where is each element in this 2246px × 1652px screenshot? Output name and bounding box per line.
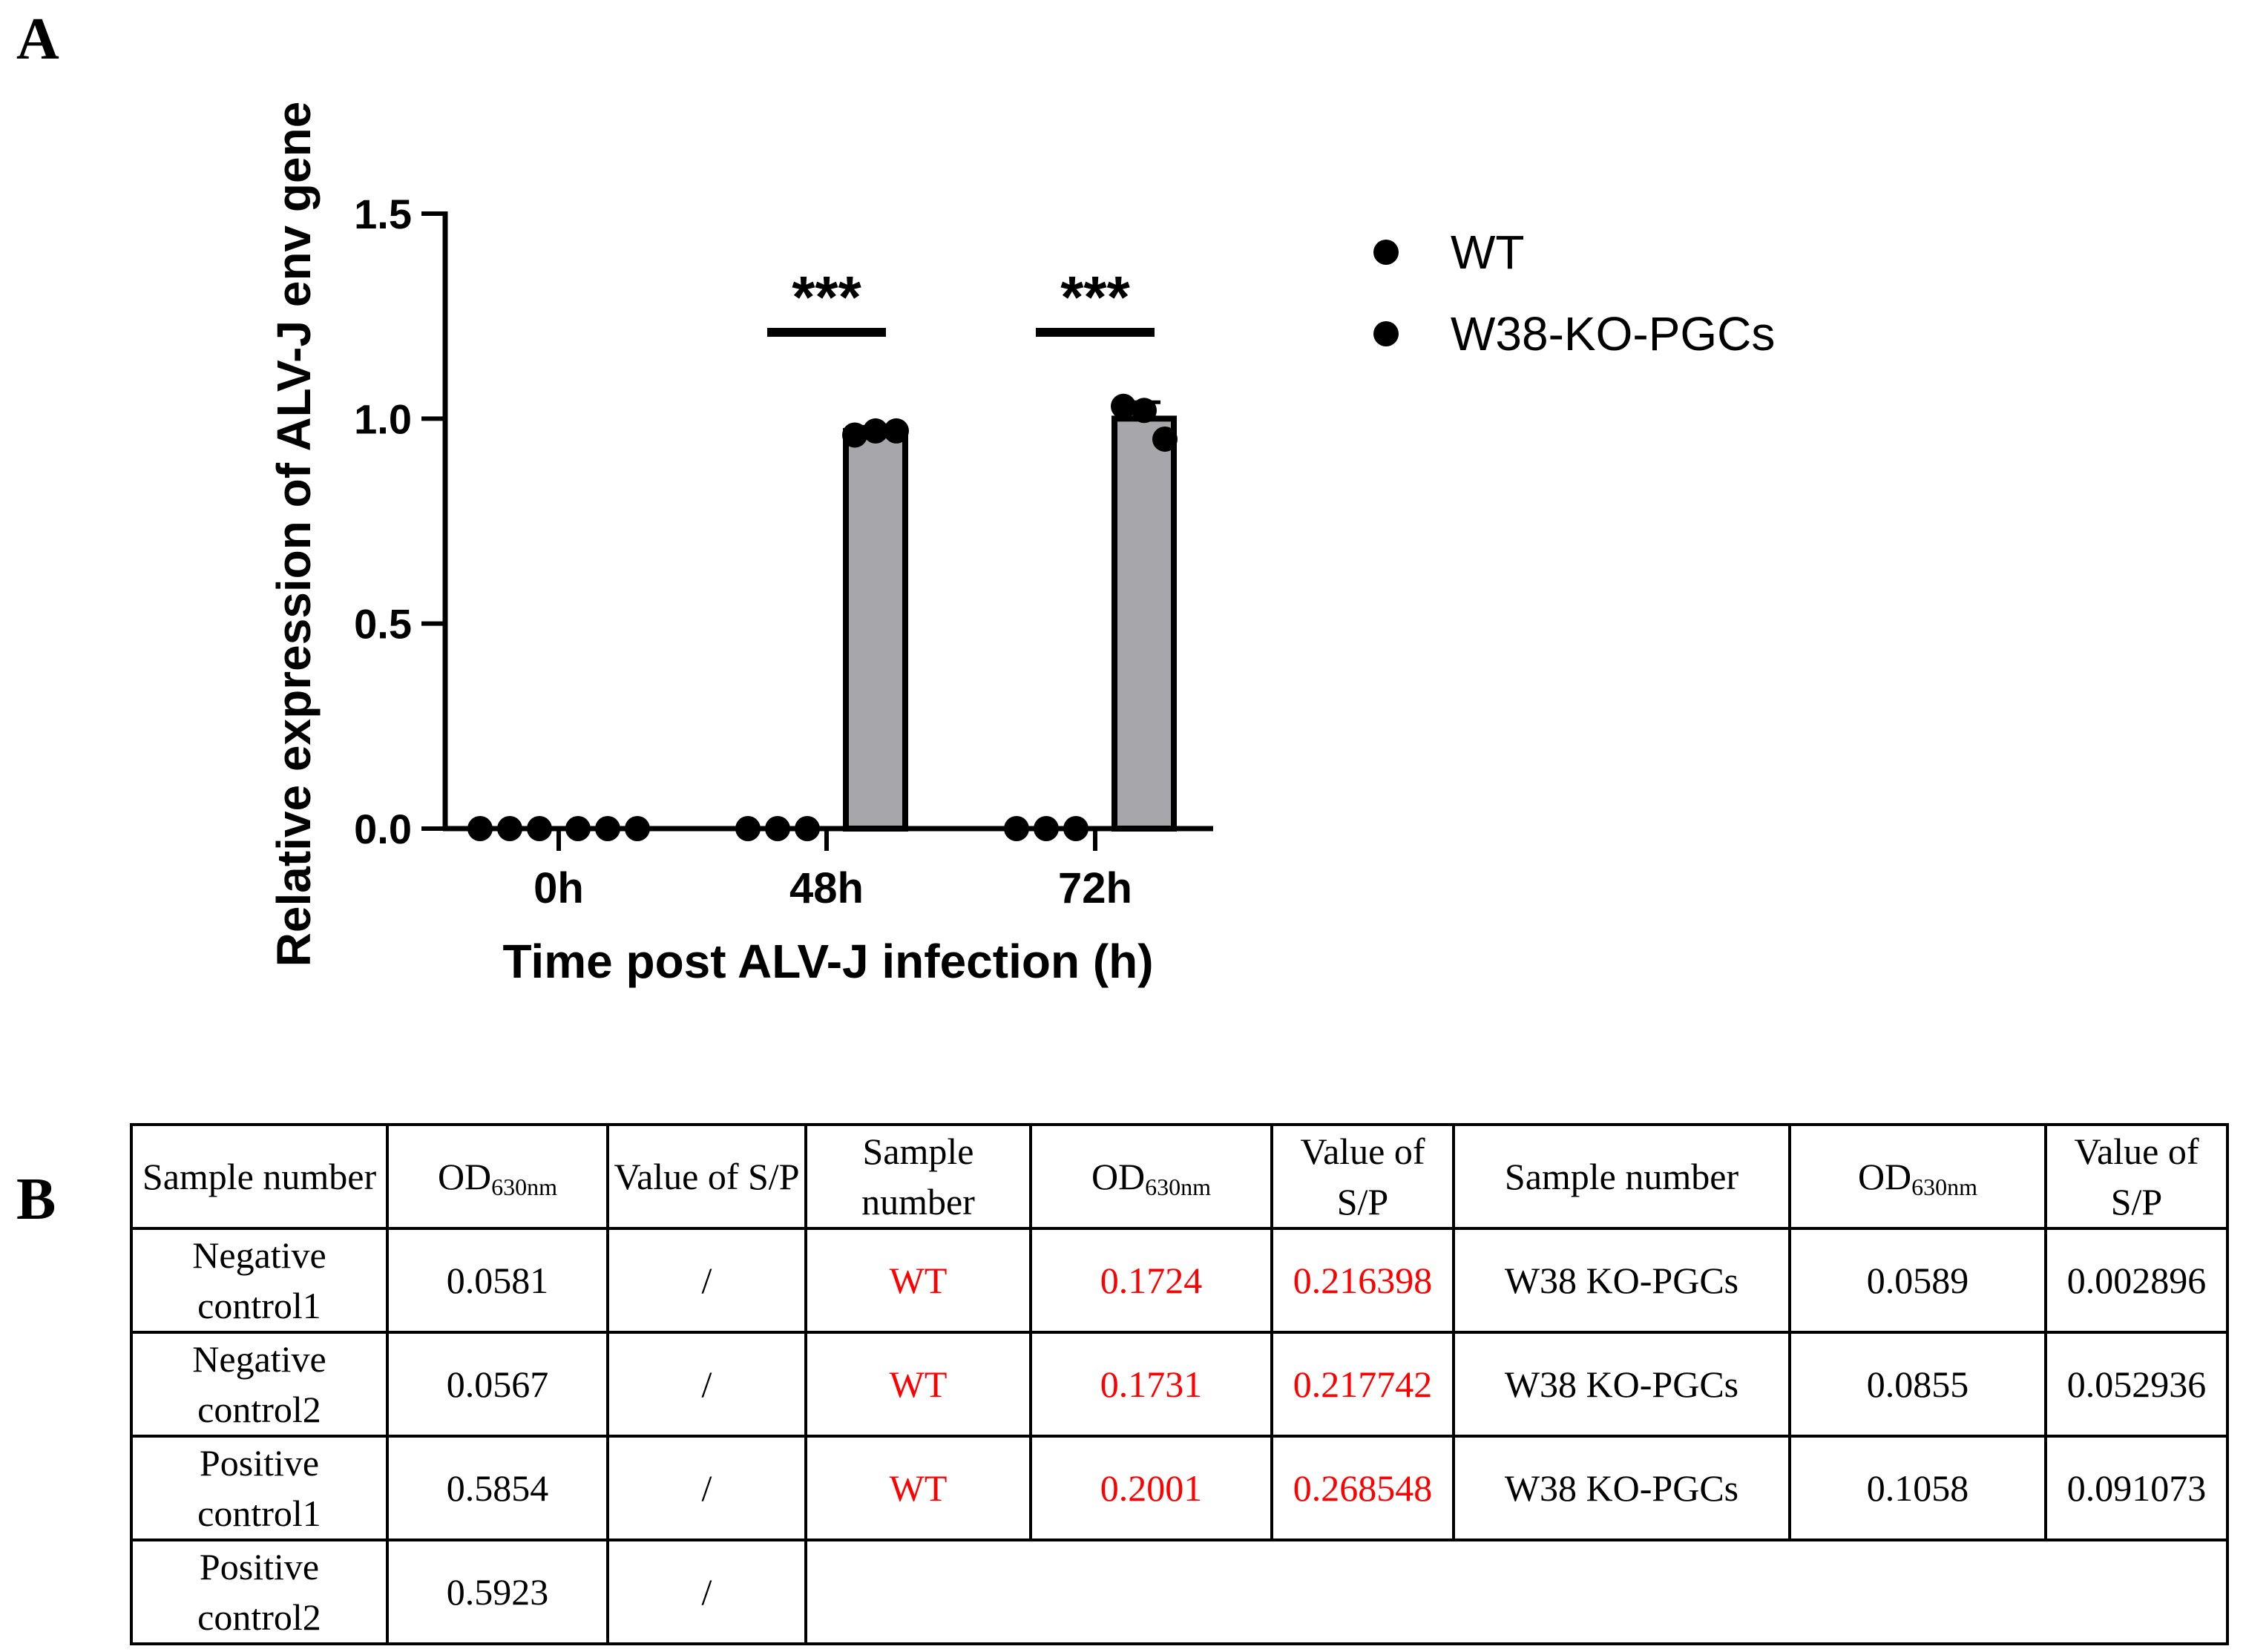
wt-sp: 0.217742 (1270, 1331, 1455, 1438)
x-tick-label: 0h (533, 864, 584, 912)
control-od: 0.0581 (386, 1227, 609, 1334)
control-sp: / (606, 1227, 807, 1334)
y-axis-label: Relative expression of ALV-J env gene (267, 102, 321, 967)
data-point (735, 816, 761, 841)
legend-marker (1373, 321, 1399, 346)
control-name: Negative control2 (130, 1331, 389, 1438)
data-point (1063, 816, 1088, 841)
data-point (1034, 816, 1059, 841)
wt-od: 0.2001 (1029, 1435, 1273, 1541)
wt-sp: 0.268548 (1270, 1435, 1455, 1541)
wt-sp: 0.216398 (1270, 1227, 1455, 1334)
y-tick-label: 1.5 (354, 191, 412, 237)
table-row: Positive control2 0.5923 / (130, 1539, 2229, 1645)
data-point (765, 816, 790, 841)
bar (1111, 415, 1177, 832)
data-point (565, 816, 591, 841)
ko-od: 0.1058 (1788, 1435, 2047, 1541)
data-point (795, 816, 820, 841)
control-od: 0.0567 (386, 1331, 609, 1438)
wt-name: WT (804, 1331, 1032, 1438)
ko-sp: 0.052936 (2044, 1331, 2229, 1438)
table-row: Positive control1 0.5854 / WT 0.2001 0.2… (130, 1435, 2229, 1541)
header-od: OD630nm (386, 1123, 609, 1230)
control-od: 0.5923 (386, 1539, 609, 1645)
ko-name: W38 KO-PGCs (1452, 1227, 1791, 1334)
bar (843, 427, 908, 832)
header-od: OD630nm (1029, 1123, 1273, 1230)
control-name: Positive control2 (130, 1539, 389, 1645)
control-name: Negative control1 (130, 1227, 389, 1334)
table-header-row: Sample number OD630nm Value of S/P Sampl… (130, 1123, 2229, 1230)
header-sample-number: Sample number (804, 1123, 1032, 1230)
legend-marker (1373, 240, 1399, 265)
data-point (1004, 816, 1029, 841)
header-sample-number: Sample number (130, 1123, 389, 1230)
control-od: 0.5854 (386, 1435, 609, 1541)
wt-name: WT (804, 1227, 1032, 1334)
data-point (527, 816, 552, 841)
header-value-sp: Value of S/P (1270, 1123, 1455, 1230)
x-tick-label: 72h (1058, 864, 1132, 912)
control-sp: / (606, 1331, 807, 1438)
data-point (1132, 398, 1157, 424)
legend-label: W38-KO-PGCs (1451, 307, 1775, 361)
y-tick-label: 1.0 (354, 395, 412, 442)
bar-chart: 0.00.51.01.50h 48h 72h*** ***WTW38-KO-PGCs … (267, 102, 1775, 988)
data-point (625, 816, 650, 841)
data-point (497, 816, 522, 841)
header-value-sp: Value of S/P (2044, 1123, 2229, 1230)
data-point (467, 816, 493, 841)
data-point (884, 418, 909, 444)
empty-cell (804, 1539, 2229, 1645)
control-sp: / (606, 1435, 807, 1541)
data-point (1152, 426, 1178, 452)
y-tick-label: 0.5 (354, 601, 412, 648)
ko-sp: 0.002896 (2044, 1227, 2229, 1334)
data-point (1111, 393, 1136, 419)
wt-od: 0.1724 (1029, 1227, 1273, 1334)
data-point (863, 418, 888, 444)
header-value-sp: Value of S/P (606, 1123, 807, 1230)
wt-name: WT (804, 1435, 1032, 1541)
header-od: OD630nm (1788, 1123, 2047, 1230)
table-row: Negative control2 0.0567 / WT 0.1731 0.2… (130, 1331, 2229, 1438)
y-tick-label: 0.0 (354, 806, 412, 852)
significance-label: *** (1060, 264, 1130, 330)
table-row: Negative control1 0.0581 / WT 0.1724 0.2… (130, 1227, 2229, 1334)
header-sample-number: Sample number (1452, 1123, 1791, 1230)
ko-sp: 0.091073 (2044, 1435, 2229, 1541)
ko-name: W38 KO-PGCs (1452, 1435, 1791, 1541)
chart-plot-area: 0.0 0.5 1.0 1.5 0h 48h 72h *** *** WT W38-KO-PGCs (354, 191, 1775, 912)
x-axis-label: Time post ALV-J infection (h) (502, 935, 1153, 988)
ko-od: 0.0589 (1788, 1227, 2047, 1334)
legend-label: WT (1451, 226, 1525, 279)
panel-label-b: B (16, 1167, 56, 1232)
panel-label-a: A (16, 7, 59, 72)
control-sp: / (606, 1539, 807, 1645)
data-point (595, 816, 620, 841)
x-tick-label: 48h (789, 864, 864, 912)
data-point (842, 422, 867, 448)
wt-od: 0.1731 (1029, 1331, 1273, 1438)
significance-label: *** (792, 264, 861, 330)
ko-name: W38 KO-PGCs (1452, 1331, 1791, 1438)
results-table: Sample number OD630nm Value of S/P Sampl… (130, 1123, 2229, 1645)
control-name: Positive control1 (130, 1435, 389, 1541)
ko-od: 0.0855 (1788, 1331, 2047, 1438)
